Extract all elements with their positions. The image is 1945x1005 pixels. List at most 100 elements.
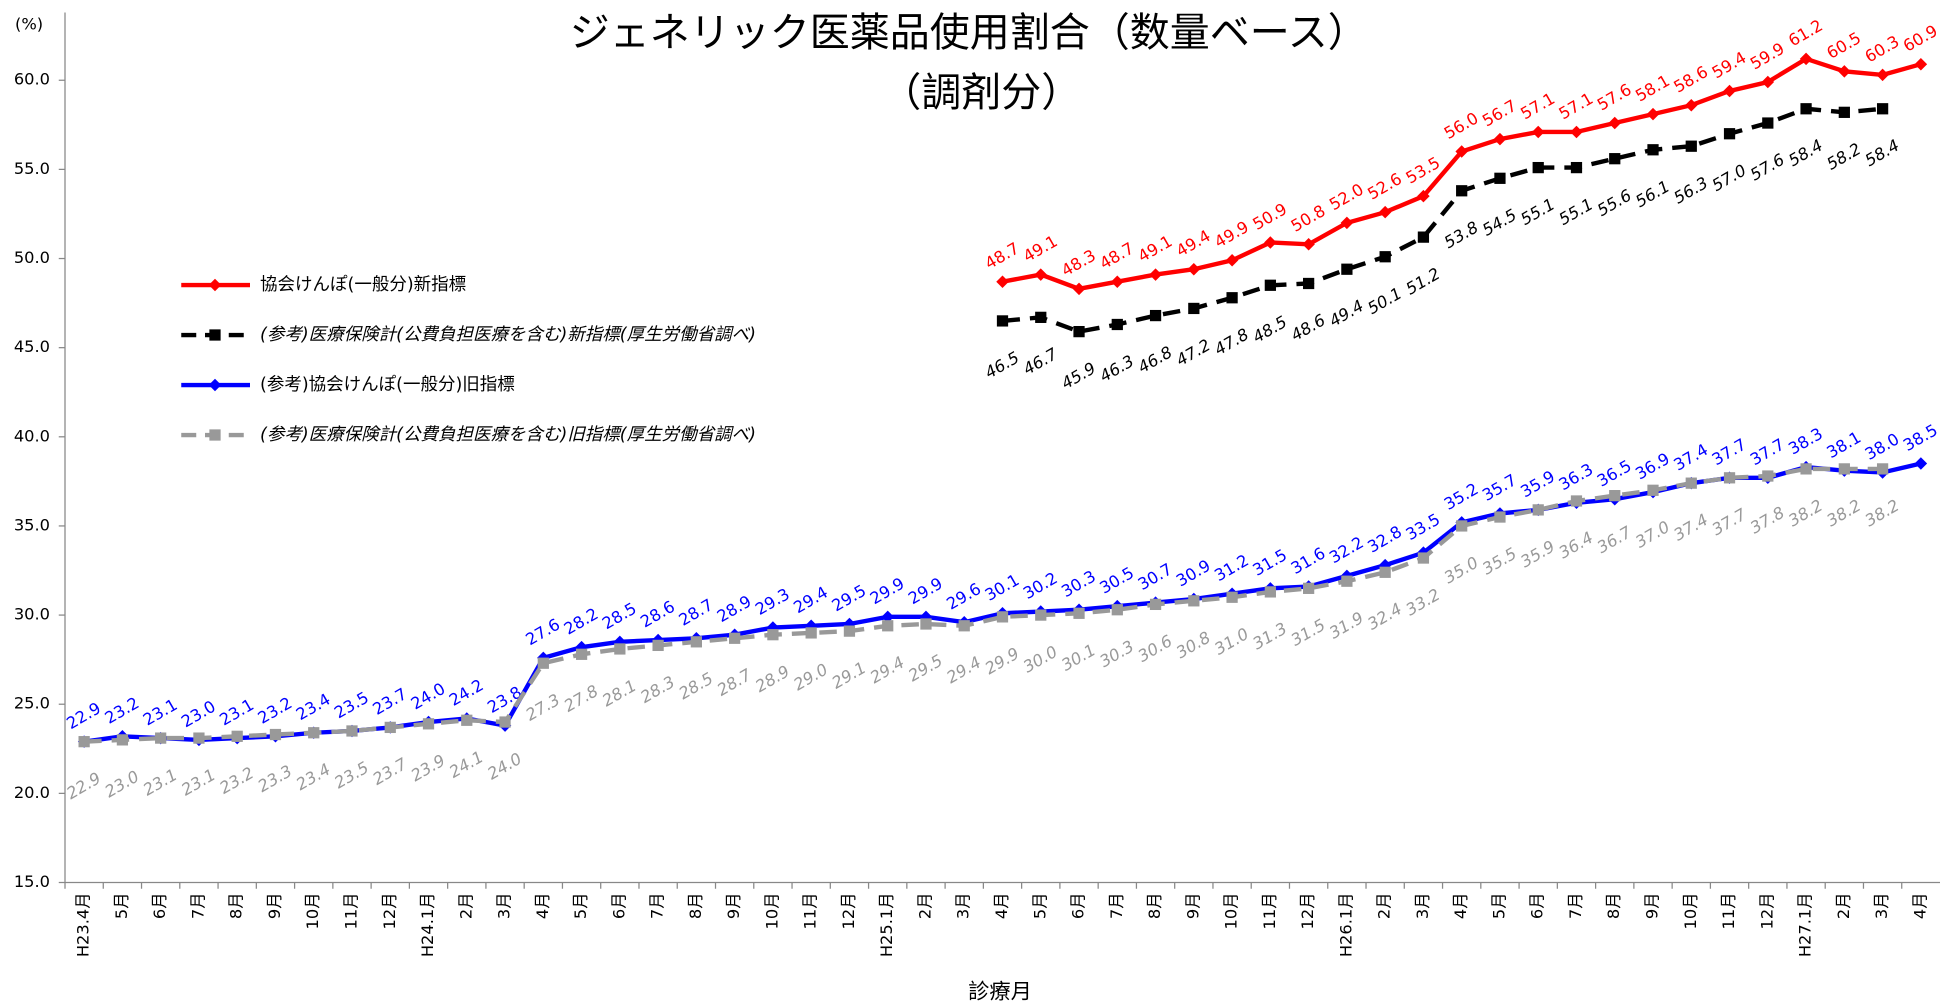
data-label: 27.8 bbox=[561, 681, 602, 716]
data-point bbox=[1302, 582, 1315, 594]
data-point bbox=[193, 732, 205, 744]
data-label: 29.9 bbox=[867, 574, 908, 609]
data-point bbox=[1494, 172, 1506, 184]
data-label: 35.9 bbox=[1517, 467, 1558, 502]
x-tick-label: 8月 bbox=[227, 893, 246, 920]
data-label: 29.4 bbox=[790, 583, 831, 618]
data-label: 57.1 bbox=[1517, 89, 1558, 124]
data-label: 23.0 bbox=[178, 697, 219, 732]
data-label: 48.7 bbox=[982, 239, 1023, 274]
data-point bbox=[1111, 604, 1123, 616]
data-label: 30.2 bbox=[1020, 568, 1061, 603]
data-label: 29.6 bbox=[943, 579, 984, 614]
data-label: 23.7 bbox=[369, 684, 410, 719]
data-label: 47.2 bbox=[1173, 335, 1214, 370]
data-label: 38.2 bbox=[1785, 496, 1826, 531]
legend-marker bbox=[208, 278, 222, 292]
data-label: 54.5 bbox=[1479, 205, 1520, 240]
x-tick-label: 4月 bbox=[1451, 893, 1470, 920]
data-label: 58.1 bbox=[1632, 71, 1673, 106]
data-label: 60.5 bbox=[1823, 28, 1864, 63]
data-label: 23.5 bbox=[331, 688, 372, 723]
data-label: 31.3 bbox=[1249, 619, 1290, 654]
data-point bbox=[1456, 185, 1468, 197]
data-label: 35.2 bbox=[1441, 479, 1482, 514]
data-point bbox=[881, 610, 894, 624]
data-point bbox=[1761, 75, 1775, 89]
x-tick-label: 6月 bbox=[1528, 893, 1547, 920]
data-point bbox=[1685, 477, 1697, 489]
data-point bbox=[1149, 309, 1162, 322]
x-tick-label: 10月 bbox=[762, 893, 781, 930]
data-point bbox=[1417, 552, 1430, 564]
data-point bbox=[1646, 107, 1660, 121]
data-label: 29.1 bbox=[829, 658, 870, 693]
data-label: 28.1 bbox=[599, 676, 640, 711]
data-label: 23.1 bbox=[140, 765, 181, 800]
y-axis-label: (%) bbox=[15, 15, 43, 34]
y-tick-label: 20.0 bbox=[14, 783, 50, 802]
x-tick-label: 6月 bbox=[609, 893, 628, 920]
data-label: 58.4 bbox=[1862, 136, 1903, 171]
data-label: 24.2 bbox=[446, 675, 487, 710]
x-tick-label: 6月 bbox=[1069, 892, 1088, 919]
data-label: 30.6 bbox=[1135, 631, 1176, 666]
data-label: 22.9 bbox=[63, 769, 104, 804]
x-tick-label: 9月 bbox=[265, 893, 284, 920]
data-point bbox=[958, 620, 970, 632]
data-point bbox=[346, 725, 358, 737]
x-tick-label: 3月 bbox=[1872, 893, 1891, 920]
data-label: 61.2 bbox=[1785, 16, 1826, 51]
data-point bbox=[1570, 125, 1583, 139]
x-tick-label: 2月 bbox=[915, 893, 934, 920]
data-point bbox=[1800, 463, 1812, 475]
x-tick-label: 3月 bbox=[495, 893, 514, 920]
data-label: 51.2 bbox=[1402, 264, 1443, 299]
data-label: 36.4 bbox=[1556, 528, 1597, 563]
data-point bbox=[1264, 279, 1276, 291]
x-tick-label: 5月 bbox=[1030, 893, 1049, 920]
x-tick-label: 11月 bbox=[1719, 892, 1738, 929]
data-point bbox=[1225, 254, 1239, 267]
data-point bbox=[1838, 65, 1851, 78]
data-label: 57.1 bbox=[1556, 89, 1597, 124]
x-tick-label: 2月 bbox=[1375, 892, 1394, 919]
data-point bbox=[614, 643, 626, 655]
data-label: 29.5 bbox=[829, 581, 870, 616]
data-label: 30.8 bbox=[1173, 628, 1214, 663]
data-label: 37.7 bbox=[1747, 435, 1788, 470]
data-label: 48.3 bbox=[1058, 246, 1099, 281]
data-label: 48.5 bbox=[1249, 312, 1290, 347]
data-label: 33.2 bbox=[1402, 585, 1443, 620]
x-tick-label: 2月 bbox=[1834, 893, 1853, 920]
data-point bbox=[537, 657, 549, 669]
data-label: 31.2 bbox=[1211, 551, 1252, 586]
data-point bbox=[843, 625, 856, 637]
data-label: 56.3 bbox=[1670, 173, 1711, 208]
data-point bbox=[920, 618, 932, 630]
data-label: 24.0 bbox=[408, 679, 449, 714]
data-label: 30.3 bbox=[1058, 567, 1099, 602]
data-label: 29.9 bbox=[905, 574, 946, 609]
data-label: 55.1 bbox=[1556, 194, 1597, 229]
x-tick-label: 9月 bbox=[724, 892, 743, 919]
data-label: 28.7 bbox=[714, 665, 755, 700]
data-label: 23.5 bbox=[331, 758, 372, 793]
data-point bbox=[1417, 189, 1430, 203]
x-tick-label: 8月 bbox=[1604, 893, 1623, 920]
data-label: 35.5 bbox=[1479, 544, 1520, 579]
data-label: 35.0 bbox=[1441, 553, 1482, 588]
data-point bbox=[1379, 566, 1391, 578]
data-label: 23.1 bbox=[216, 695, 257, 730]
data-label: 24.1 bbox=[446, 747, 487, 782]
x-tick-label: 7月 bbox=[188, 893, 207, 920]
data-point bbox=[729, 632, 741, 644]
data-point bbox=[499, 716, 511, 728]
data-label: 50.1 bbox=[1364, 284, 1405, 319]
data-point bbox=[1187, 262, 1201, 276]
data-label: 31.0 bbox=[1211, 624, 1252, 659]
data-label: 38.0 bbox=[1862, 429, 1903, 464]
data-point bbox=[1072, 282, 1086, 296]
